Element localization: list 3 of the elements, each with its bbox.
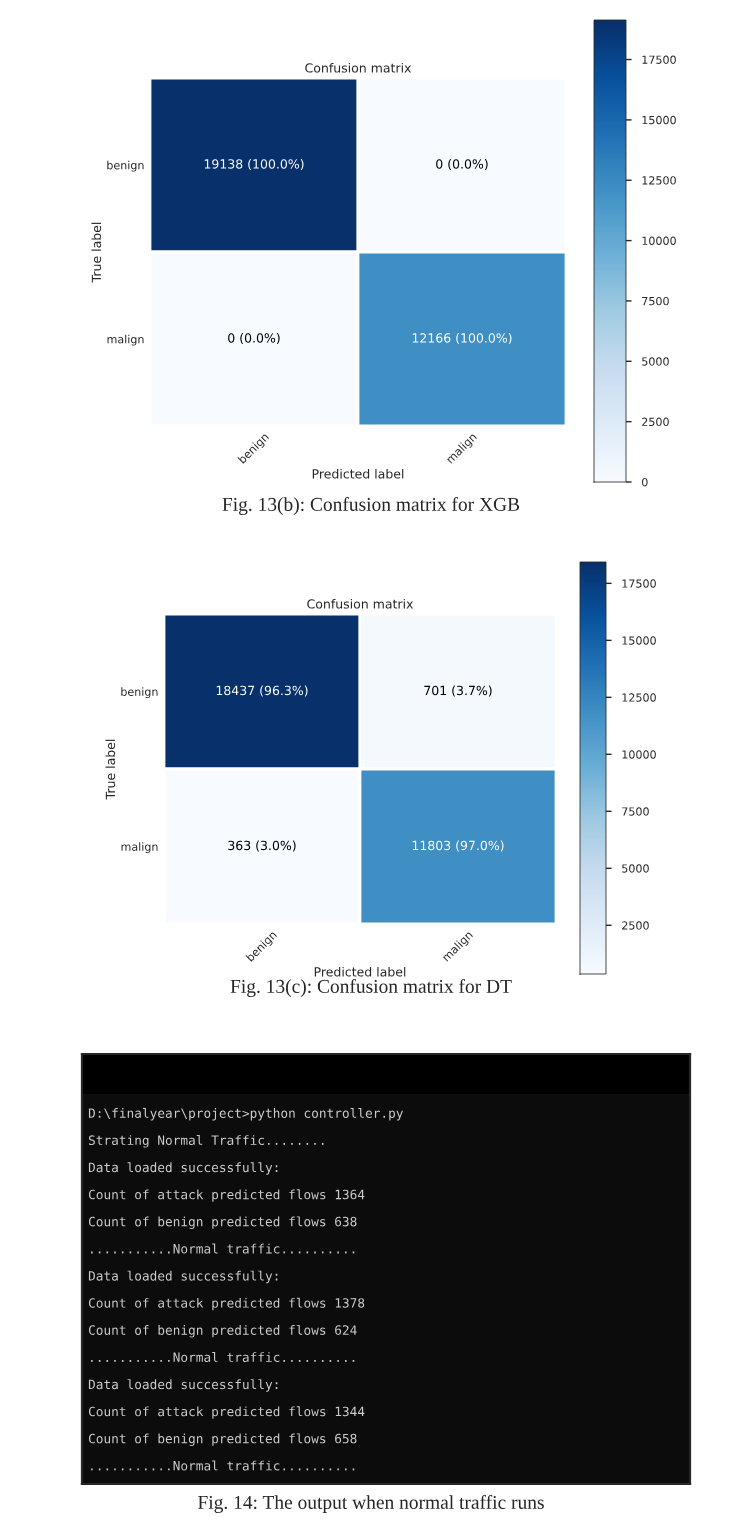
caption: Fig. 14: The output when normal traffic runs [198,1495,544,1513]
caption: Fig. 13(c): Confusion matrix for DT [230,979,512,997]
caption: Fig. 13(b): Confusion matrix for XGB [222,497,520,515]
